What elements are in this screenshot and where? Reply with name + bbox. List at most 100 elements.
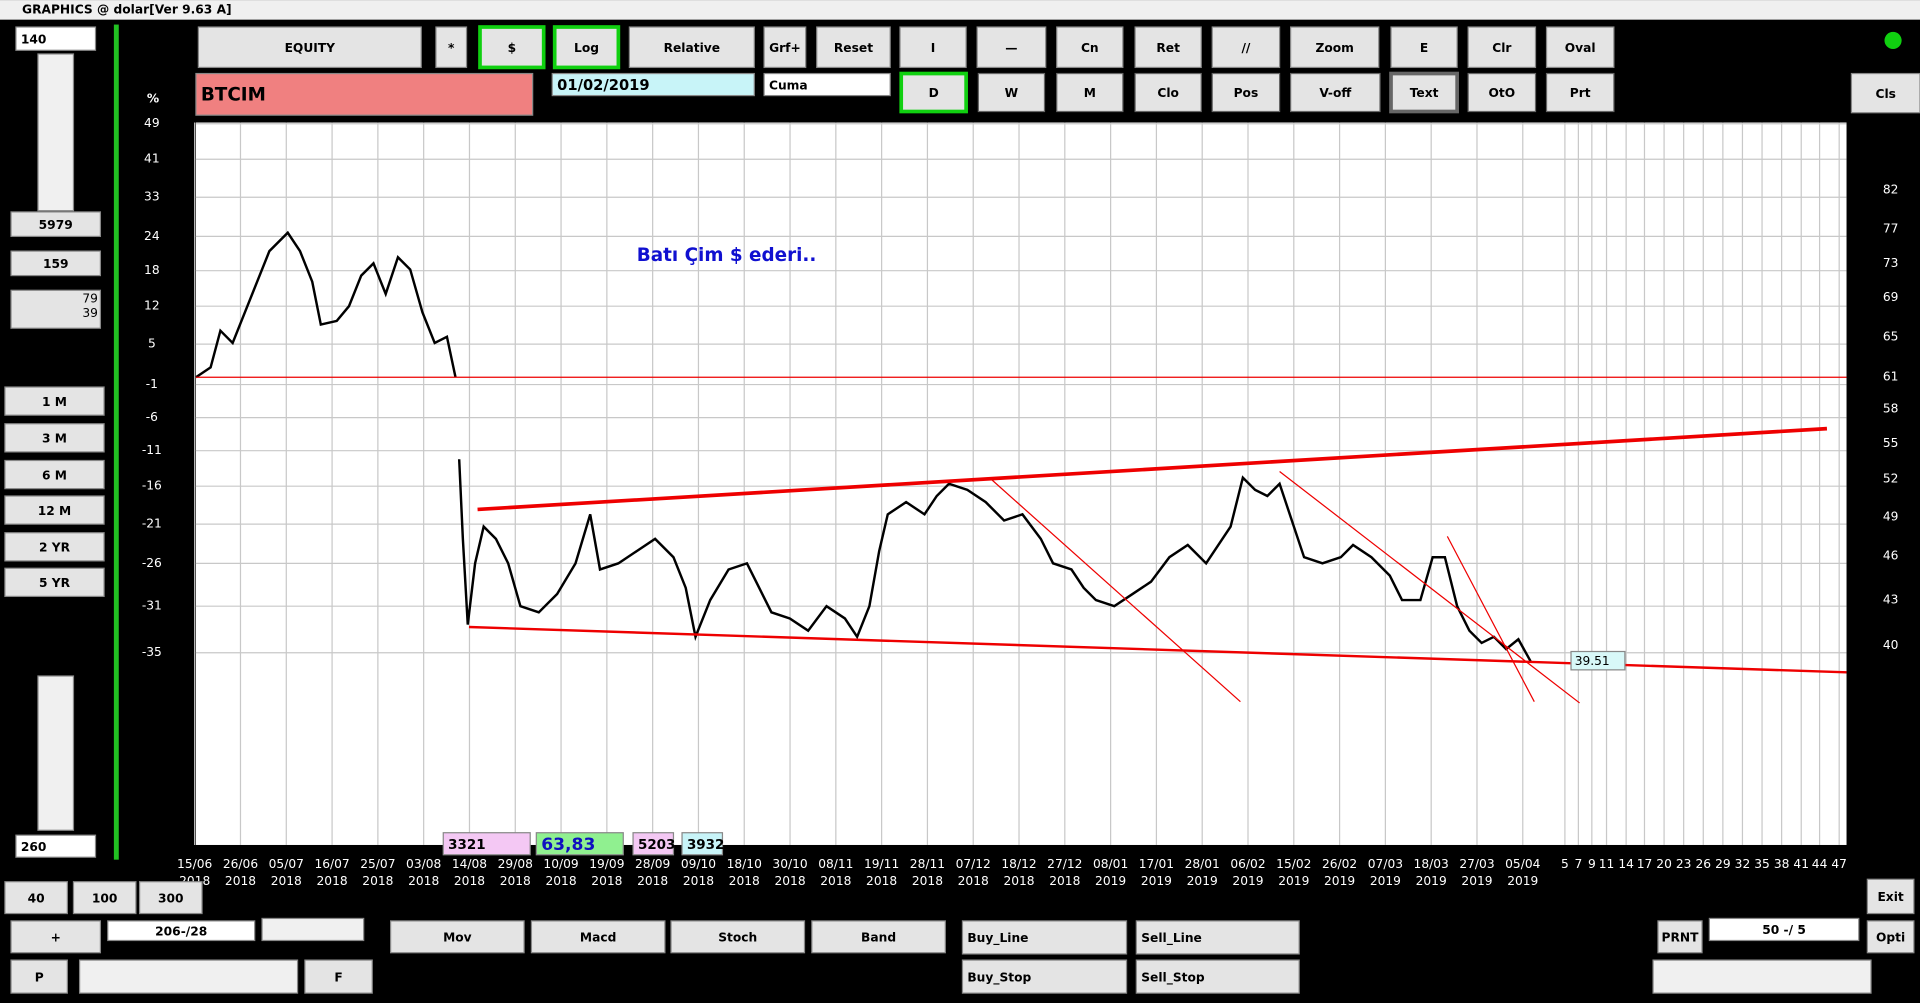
toolbar-button[interactable]: Relative bbox=[664, 41, 720, 55]
period-button-box[interactable] bbox=[4, 495, 105, 525]
toolbar-button-box[interactable] bbox=[899, 26, 967, 69]
toolbar-button-box[interactable] bbox=[899, 71, 968, 114]
toolbar-button-box[interactable] bbox=[1545, 26, 1615, 69]
toolbar-button-box[interactable] bbox=[1056, 26, 1124, 69]
toolbar-button[interactable]: Text bbox=[1410, 86, 1439, 100]
print-button-box[interactable] bbox=[1657, 920, 1703, 954]
toolbar-button-box[interactable] bbox=[1134, 72, 1202, 113]
indicator-button-box[interactable] bbox=[530, 920, 666, 954]
toolbar-button-box[interactable] bbox=[197, 26, 422, 69]
toolbar-button[interactable]: I bbox=[931, 41, 936, 55]
zoom-button[interactable]: 100 bbox=[92, 891, 118, 905]
toolbar-button[interactable]: Pos bbox=[1234, 86, 1259, 100]
period-button[interactable]: 2 YR bbox=[39, 541, 71, 555]
sell-line-check-box[interactable] bbox=[1135, 920, 1300, 955]
toolbar-button[interactable]: M bbox=[1084, 86, 1096, 100]
toolbar-button-box[interactable] bbox=[628, 26, 755, 69]
toolbar-button-box[interactable] bbox=[1389, 71, 1459, 114]
zoom-button-box[interactable] bbox=[138, 881, 203, 915]
plus-button[interactable]: + bbox=[51, 931, 61, 945]
close-button-box[interactable] bbox=[1850, 72, 1920, 114]
period-button-box[interactable] bbox=[4, 459, 105, 490]
print-button[interactable]: PRNT bbox=[1662, 931, 1700, 945]
buy-line-check[interactable]: Buy_Line bbox=[967, 931, 1028, 946]
toolbar-button[interactable]: E bbox=[1420, 41, 1428, 55]
toolbar-button-box[interactable] bbox=[976, 26, 1047, 69]
toolbar-button[interactable]: * bbox=[448, 41, 455, 55]
toolbar-button[interactable]: — bbox=[1005, 41, 1017, 55]
toolbar-button-box[interactable] bbox=[1390, 26, 1458, 69]
period-button-box[interactable] bbox=[4, 532, 105, 562]
toolbar-button-box[interactable] bbox=[1290, 72, 1381, 113]
indicator-button[interactable]: Band bbox=[861, 931, 896, 945]
opti-button-box[interactable] bbox=[1866, 920, 1915, 954]
toolbar-button[interactable]: Cn bbox=[1081, 41, 1099, 55]
exit-button[interactable]: Exit bbox=[1877, 890, 1903, 904]
period-button[interactable]: 6 M bbox=[42, 468, 67, 482]
toolbar-button-box[interactable] bbox=[1467, 26, 1537, 69]
f-button-box[interactable] bbox=[304, 959, 373, 994]
period-button[interactable]: 12 M bbox=[38, 504, 71, 518]
indicator-button-box[interactable] bbox=[670, 920, 806, 954]
toolbar-button-box[interactable] bbox=[1056, 72, 1124, 113]
p-button-box[interactable] bbox=[10, 959, 68, 994]
period-button-box[interactable] bbox=[4, 567, 105, 598]
toolbar-button[interactable]: Zoom bbox=[1315, 41, 1353, 55]
toolbar-button-box[interactable] bbox=[1134, 26, 1202, 69]
toolbar-button[interactable]: // bbox=[1241, 41, 1250, 55]
indicator-button[interactable]: Stoch bbox=[718, 931, 757, 945]
indicator-button[interactable]: Mov bbox=[443, 931, 472, 945]
info-box: 3932 bbox=[687, 838, 724, 853]
toolbar-button[interactable]: Grf+ bbox=[769, 41, 801, 55]
toolbar-button-box[interactable] bbox=[1545, 72, 1615, 113]
toolbar-button-box[interactable] bbox=[1467, 72, 1537, 113]
toolbar-button-box[interactable] bbox=[977, 72, 1046, 113]
toolbar-button[interactable]: V-off bbox=[1319, 86, 1352, 100]
right-tick-label: 82 bbox=[1883, 182, 1899, 196]
zoom-button-box[interactable] bbox=[4, 881, 68, 915]
p-button[interactable]: P bbox=[35, 970, 44, 984]
exit-button-box[interactable] bbox=[1866, 878, 1915, 915]
toolbar-button[interactable]: EQUITY bbox=[285, 41, 336, 55]
toolbar-button-box[interactable] bbox=[816, 26, 891, 69]
toolbar-button-box[interactable] bbox=[478, 25, 546, 70]
toolbar-button[interactable]: Prt bbox=[1570, 86, 1591, 100]
period-button[interactable]: 1 M bbox=[42, 395, 67, 409]
zoom-button-box[interactable] bbox=[72, 881, 137, 915]
close-button[interactable]: Cls bbox=[1875, 87, 1895, 101]
plus-button-box[interactable] bbox=[10, 920, 102, 954]
buy-stop-check-box[interactable] bbox=[961, 959, 1128, 994]
opti-button[interactable]: Opti bbox=[1876, 931, 1905, 945]
toolbar-button-box[interactable] bbox=[1211, 26, 1281, 69]
toolbar-button[interactable]: Log bbox=[574, 41, 599, 55]
indicator-button[interactable]: Macd bbox=[580, 931, 616, 945]
period-button[interactable]: 3 M bbox=[42, 432, 67, 446]
toolbar-button[interactable]: W bbox=[1005, 86, 1019, 100]
indicator-button-box[interactable] bbox=[390, 920, 525, 954]
toolbar-button[interactable]: Reset bbox=[834, 41, 873, 55]
toolbar-button[interactable]: Clo bbox=[1157, 86, 1179, 100]
toolbar-button-box[interactable] bbox=[763, 26, 807, 69]
period-button-box[interactable] bbox=[4, 386, 105, 416]
toolbar-button-box[interactable] bbox=[1211, 72, 1281, 113]
zoom-button[interactable]: 300 bbox=[158, 891, 184, 905]
buy-stop-check[interactable]: Buy_Stop bbox=[967, 970, 1031, 985]
toolbar-button[interactable]: OtO bbox=[1489, 86, 1516, 100]
toolbar-button[interactable]: Ret bbox=[1156, 41, 1180, 55]
toolbar-button-box[interactable] bbox=[435, 26, 468, 69]
toolbar-button[interactable]: D bbox=[929, 86, 939, 100]
indicator-button-box[interactable] bbox=[811, 920, 946, 954]
toolbar-button-box[interactable] bbox=[1290, 26, 1380, 69]
toolbar-button[interactable]: Oval bbox=[1565, 41, 1596, 55]
zoom-button[interactable]: 40 bbox=[28, 891, 45, 905]
sell-line-check[interactable]: Sell_Line bbox=[1141, 931, 1202, 946]
sell-stop-check-box[interactable] bbox=[1135, 959, 1300, 994]
toolbar-button[interactable]: Clr bbox=[1492, 41, 1511, 55]
period-button-box[interactable] bbox=[4, 423, 105, 453]
period-button[interactable]: 5 YR bbox=[39, 576, 71, 590]
sell-stop-check[interactable]: Sell_Stop bbox=[1141, 970, 1205, 985]
buy-line-check-box[interactable] bbox=[961, 920, 1128, 955]
toolbar-button[interactable]: $ bbox=[508, 41, 517, 55]
f-button[interactable]: F bbox=[334, 970, 342, 984]
toolbar-button-box[interactable] bbox=[552, 25, 621, 70]
